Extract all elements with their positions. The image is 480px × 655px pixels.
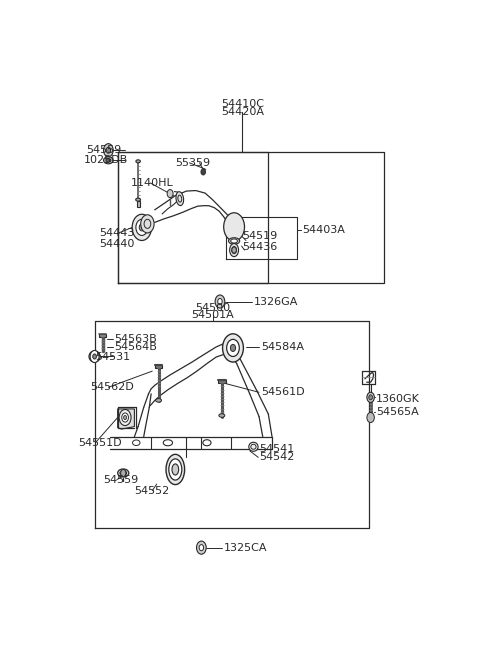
Ellipse shape [231,239,238,243]
Circle shape [122,413,129,422]
Circle shape [104,143,113,157]
Circle shape [215,295,225,308]
Circle shape [136,219,148,235]
Text: 54561D: 54561D [261,387,304,398]
Circle shape [218,299,222,305]
Text: 54501A: 54501A [191,310,234,320]
Polygon shape [155,365,162,368]
Text: 54440: 54440 [99,238,134,248]
Ellipse shape [136,160,140,163]
Ellipse shape [136,198,141,201]
Ellipse shape [89,351,100,362]
Circle shape [230,345,236,352]
Ellipse shape [219,414,225,417]
Text: 54443: 54443 [99,229,134,238]
Text: 54559: 54559 [103,475,138,485]
Circle shape [227,339,240,356]
Text: 54584A: 54584A [261,342,304,352]
Polygon shape [99,334,106,337]
Circle shape [232,247,236,253]
Text: 54562D: 54562D [90,383,133,392]
Text: 54531: 54531 [96,352,131,362]
Polygon shape [218,380,226,383]
Ellipse shape [106,159,111,162]
Circle shape [139,224,144,231]
Text: 54563B: 54563B [114,334,156,344]
Ellipse shape [249,442,258,451]
Text: 54565A: 54565A [376,407,419,417]
Text: 1140HL: 1140HL [131,178,173,188]
Text: 1325CA: 1325CA [224,542,267,553]
Polygon shape [137,201,140,207]
Ellipse shape [120,471,127,476]
Ellipse shape [118,469,129,477]
Circle shape [120,470,126,477]
Circle shape [93,354,96,359]
Ellipse shape [232,246,237,253]
Ellipse shape [104,157,113,164]
Ellipse shape [156,399,162,402]
Text: 54420A: 54420A [221,107,264,117]
Ellipse shape [172,464,179,475]
Circle shape [196,541,206,554]
Circle shape [369,395,372,400]
Ellipse shape [228,238,240,244]
Polygon shape [118,409,134,429]
Text: 54403A: 54403A [302,225,345,235]
Circle shape [124,415,127,420]
Circle shape [132,214,152,240]
Ellipse shape [176,192,184,206]
Text: 1326GA: 1326GA [253,297,298,307]
Text: 54436: 54436 [242,242,277,252]
Ellipse shape [166,455,185,485]
Circle shape [201,169,205,175]
Text: 55359: 55359 [175,158,210,168]
Circle shape [106,147,110,153]
Text: 54551D: 54551D [78,438,121,448]
Circle shape [167,189,173,198]
Ellipse shape [169,459,182,480]
Circle shape [141,215,154,233]
Text: 1025DB: 1025DB [84,155,128,165]
Circle shape [90,350,99,363]
Circle shape [223,334,243,362]
Circle shape [367,413,374,422]
Ellipse shape [229,244,239,257]
Text: 1360GK: 1360GK [376,394,420,404]
Circle shape [119,409,131,426]
Text: 54519: 54519 [242,231,277,241]
Text: 54541: 54541 [259,444,294,455]
Text: 54564B: 54564B [114,342,157,352]
Text: 54500: 54500 [195,303,230,312]
Circle shape [367,392,374,402]
Circle shape [199,544,204,551]
Circle shape [224,213,244,241]
Text: 54559: 54559 [86,145,121,155]
Text: 54542: 54542 [259,453,294,462]
Text: 54552: 54552 [134,485,169,496]
Text: 54410C: 54410C [221,99,264,109]
